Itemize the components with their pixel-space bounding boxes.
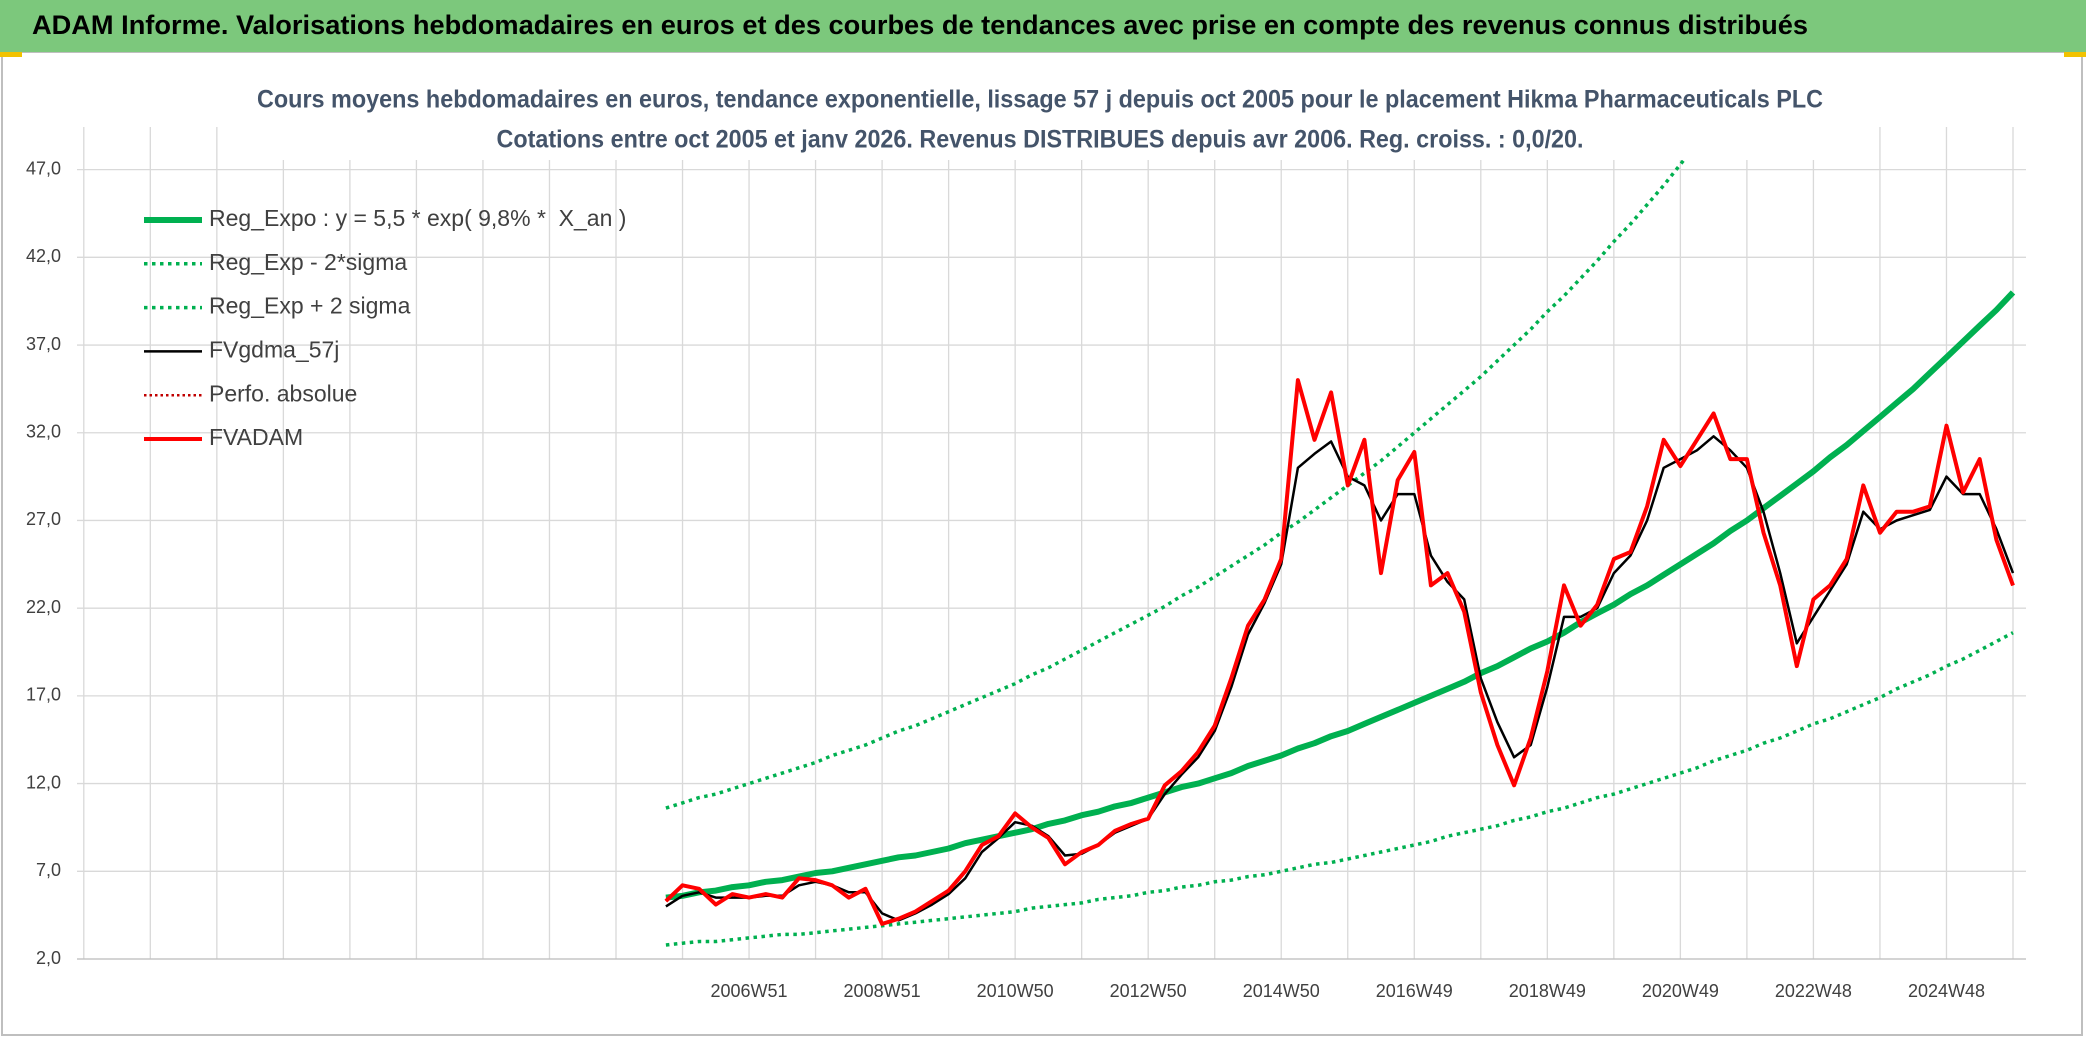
y-tick-label: 27,0 <box>26 509 61 529</box>
y-tick-label: 7,0 <box>36 860 61 880</box>
x-tick-label: 2024W48 <box>1908 981 1985 1001</box>
x-tick-label: 2020W49 <box>1642 981 1719 1001</box>
series-line <box>665 290 2016 901</box>
y-tick-label: 12,0 <box>26 772 61 792</box>
legend-label: Reg_Exp - 2*sigma <box>209 249 407 275</box>
y-tick-label: 2,0 <box>36 948 61 968</box>
x-tick-label: 2012W50 <box>1110 981 1187 1001</box>
legend-label: FVgdma_57j <box>209 336 339 362</box>
corner-mark <box>0 52 22 57</box>
x-tick-label: 2018W49 <box>1509 981 1586 1001</box>
y-tick-label: 37,0 <box>26 334 61 354</box>
legend-label: Perfo. absolue <box>209 380 357 406</box>
series-line <box>664 378 2015 926</box>
y-tick-label: 47,0 <box>26 158 61 178</box>
title-bar <box>0 0 2086 52</box>
series-line <box>665 435 2015 922</box>
x-tick-label: 2006W51 <box>711 981 788 1001</box>
x-tick-label: 2008W51 <box>844 981 921 1001</box>
series-line <box>665 631 2014 947</box>
x-tick-label: 2010W50 <box>977 981 1054 1001</box>
y-tick-label: 22,0 <box>26 597 61 617</box>
corner-mark <box>2064 52 2086 57</box>
x-tick-label: 2014W50 <box>1243 981 1320 1001</box>
page-title: ADAM Informe. Valorisations hebdomadaire… <box>32 10 1808 40</box>
legend: Reg_Expo : y = 5,5 * exp( 9,8% * X_an ) R… <box>144 205 626 450</box>
axes: 2,0 7,0 12,0 17,0 22,0 27,0 32,0 37,0 42,0 47,0 20… <box>26 158 2026 1001</box>
legend-label: Reg_Exp + 2 sigma <box>209 293 411 319</box>
y-tick-label: 17,0 <box>26 685 61 705</box>
y-tick-label: 32,0 <box>26 422 61 442</box>
subtitle: Cours moyens hebdomadaires en euros, ten… <box>257 86 1823 114</box>
y-tick-label: 42,0 <box>26 246 61 266</box>
x-tick-label: 2016W49 <box>1376 981 1453 1001</box>
x-tick-label: 2022W48 <box>1775 981 1852 1001</box>
legend-label: Reg_Expo : y = 5,5 * exp( 9,8% * X_an ) <box>209 205 626 231</box>
legend-label: FVADAM <box>209 424 303 450</box>
subtitle: Cotations entre oct 2005 et janv 2026. R… <box>497 126 1584 154</box>
grid <box>77 127 2026 960</box>
plot-area <box>664 117 2016 947</box>
subtitle-background <box>250 80 1830 160</box>
